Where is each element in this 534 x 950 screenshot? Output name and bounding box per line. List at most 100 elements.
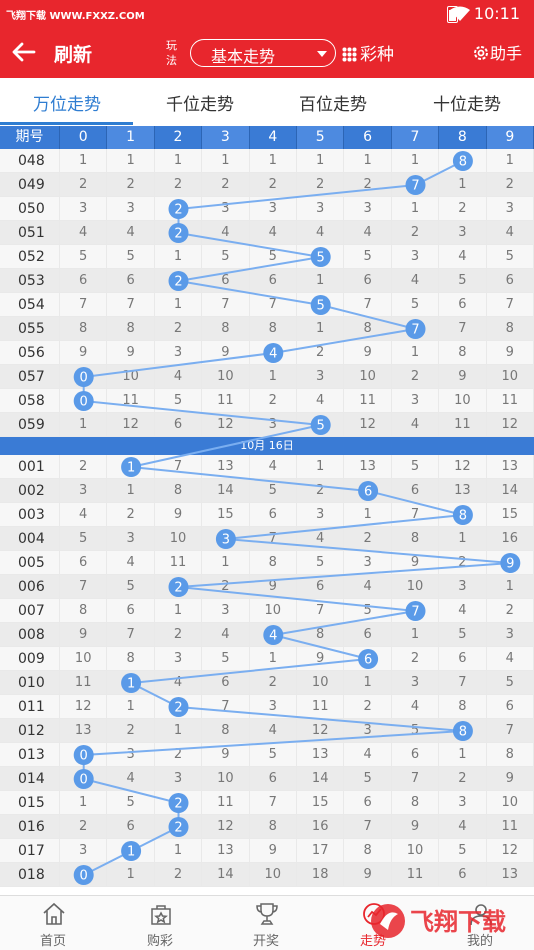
- table-row[interactable]: 016 2 6 12 8 16 7 9 4 11: [0, 815, 534, 839]
- table-row[interactable]: 007 8 6 1 3 10 7 5 4 2: [0, 599, 534, 623]
- miss-count: 11: [107, 389, 155, 413]
- miss-count: 7: [439, 671, 487, 695]
- miss-count: 8: [297, 623, 345, 647]
- miss-count: 9: [249, 839, 297, 863]
- miss-count: 10: [202, 767, 250, 791]
- miss-count: 3: [60, 839, 108, 863]
- table-row[interactable]: 006 7 5 2 9 6 4 10 3 1: [0, 575, 534, 599]
- table-row[interactable]: 051 4 4 4 4 4 4 2 3 4: [0, 221, 534, 245]
- miss-count: 16: [486, 527, 534, 551]
- miss-count: 2: [154, 863, 203, 887]
- nav-draw[interactable]: 开奖: [213, 896, 319, 950]
- table-row[interactable]: 055 8 8 2 8 8 1 8 7 8: [0, 317, 534, 341]
- grid-icon: [342, 47, 357, 62]
- miss-count: 3: [202, 197, 250, 221]
- miss-count: [297, 413, 345, 437]
- table-row[interactable]: 002 3 1 8 14 5 2 6 13 14: [0, 479, 534, 503]
- miss-count: 2: [486, 599, 534, 623]
- miss-count: 4: [391, 269, 440, 293]
- miss-count: 5: [391, 293, 440, 317]
- lottery-button[interactable]: 彩种: [342, 40, 394, 65]
- table-row[interactable]: 017 3 1 13 9 17 8 10 5 12: [0, 839, 534, 863]
- miss-count: 3: [391, 671, 440, 695]
- table-row[interactable]: 009 10 8 3 5 1 9 2 6 4: [0, 647, 534, 671]
- miss-count: 14: [486, 479, 534, 503]
- table-row[interactable]: 003 4 2 9 15 6 3 1 7 15: [0, 503, 534, 527]
- miss-count: 4: [391, 695, 440, 719]
- miss-count: [107, 671, 155, 695]
- miss-count: 7: [249, 791, 297, 815]
- refresh-button[interactable]: 刷新: [54, 44, 93, 66]
- table-row[interactable]: 059 1 12 6 12 3 12 4 11 12: [0, 413, 534, 437]
- table-row[interactable]: 052 5 5 1 5 5 5 3 4 5: [0, 245, 534, 269]
- table-row[interactable]: 012 13 2 1 8 4 12 3 5 7: [0, 719, 534, 743]
- miss-count: 3: [391, 245, 440, 269]
- issue-number: 012: [0, 719, 60, 743]
- table-row[interactable]: 015 1 5 11 7 15 6 8 3 10: [0, 791, 534, 815]
- miss-count: 11: [486, 815, 534, 839]
- miss-count: 9: [439, 365, 487, 389]
- nav-buy[interactable]: 购彩: [107, 896, 213, 950]
- table-row[interactable]: 049 2 2 2 2 2 2 2 1 2: [0, 173, 534, 197]
- miss-count: 5: [249, 479, 297, 503]
- miss-count: 3: [344, 719, 392, 743]
- miss-count: 4: [60, 221, 108, 245]
- tab-thousands[interactable]: 千位走势: [166, 95, 234, 115]
- issue-number: 008: [0, 623, 60, 647]
- miss-count: 11: [486, 389, 534, 413]
- table-row[interactable]: 053 6 6 6 6 1 6 4 5 6: [0, 269, 534, 293]
- tab-hundreds[interactable]: 百位走势: [299, 95, 367, 115]
- table-row[interactable]: 056 9 9 3 9 2 9 1 8 9: [0, 341, 534, 365]
- table-row[interactable]: 013 3 2 9 5 13 4 6 1 8: [0, 743, 534, 767]
- table-row[interactable]: 058 11 5 11 2 4 11 3 10 11: [0, 389, 534, 413]
- miss-count: 2: [439, 197, 487, 221]
- issue-number: 005: [0, 551, 60, 575]
- miss-count: 7: [107, 293, 155, 317]
- back-arrow-icon[interactable]: [10, 38, 38, 66]
- table-row[interactable]: 018 1 2 14 10 18 9 11 6 13: [0, 863, 534, 887]
- header-digit-4: 4: [249, 126, 297, 149]
- miss-count: 5: [202, 647, 250, 671]
- table-row[interactable]: 014 4 3 10 6 14 5 7 2 9: [0, 767, 534, 791]
- table-row[interactable]: 057 10 4 10 1 3 10 2 9 10: [0, 365, 534, 389]
- miss-count: [391, 599, 440, 623]
- miss-count: 8: [249, 551, 297, 575]
- table-row[interactable]: 001 2 7 13 4 1 13 5 12 13: [0, 455, 534, 479]
- nav-mine[interactable]: 我的: [427, 896, 533, 950]
- table-row[interactable]: 004 5 3 10 7 4 2 8 1 16: [0, 527, 534, 551]
- mode-select[interactable]: 基本走势: [190, 39, 336, 67]
- table-row[interactable]: 005 6 4 11 1 8 5 3 9 2: [0, 551, 534, 575]
- issue-number: 001: [0, 455, 60, 479]
- miss-count: 12: [202, 815, 250, 839]
- miss-count: 3: [297, 197, 345, 221]
- table-row[interactable]: 048 1 1 1 1 1 1 1 1 1: [0, 149, 534, 173]
- miss-count: 6: [60, 551, 108, 575]
- table-row[interactable]: 054 7 7 1 7 7 7 5 6 7: [0, 293, 534, 317]
- miss-count: 5: [344, 767, 392, 791]
- miss-count: [344, 647, 392, 671]
- miss-count: 9: [344, 863, 392, 887]
- miss-count: [297, 245, 345, 269]
- date-separator: 10月 16日: [0, 437, 534, 455]
- tab-ten-thousands[interactable]: 万位走势: [33, 95, 101, 115]
- table-row[interactable]: 010 11 4 6 2 10 1 3 7 5: [0, 671, 534, 695]
- miss-count: 3: [297, 365, 345, 389]
- miss-count: 3: [486, 623, 534, 647]
- miss-count: 14: [202, 863, 250, 887]
- tab-tens[interactable]: 十位走势: [433, 95, 501, 115]
- miss-count: 4: [344, 221, 392, 245]
- trend-table[interactable]: 048 1 1 1 1 1 1 1 1 1 049 2 2 2 2 2 2 2 1 2 050 3 3 3 3 3 3 1 2 3 051 4…: [0, 149, 534, 895]
- help-button[interactable]: 助手: [472, 40, 522, 64]
- header-digit-0: 0: [60, 126, 108, 149]
- table-row[interactable]: 050 3 3 3 3 3 3 1 2 3: [0, 197, 534, 221]
- nav-home[interactable]: 首页: [0, 896, 106, 950]
- miss-count: 14: [202, 479, 250, 503]
- miss-count: 8: [107, 647, 155, 671]
- miss-count: 3: [297, 503, 345, 527]
- table-row[interactable]: 008 9 7 2 4 8 6 1 5 3: [0, 623, 534, 647]
- issue-number: 014: [0, 767, 60, 791]
- miss-count: 9: [391, 815, 440, 839]
- miss-count: 6: [391, 479, 440, 503]
- table-row[interactable]: 011 12 1 7 3 11 2 4 8 6: [0, 695, 534, 719]
- miss-count: 2: [154, 743, 203, 767]
